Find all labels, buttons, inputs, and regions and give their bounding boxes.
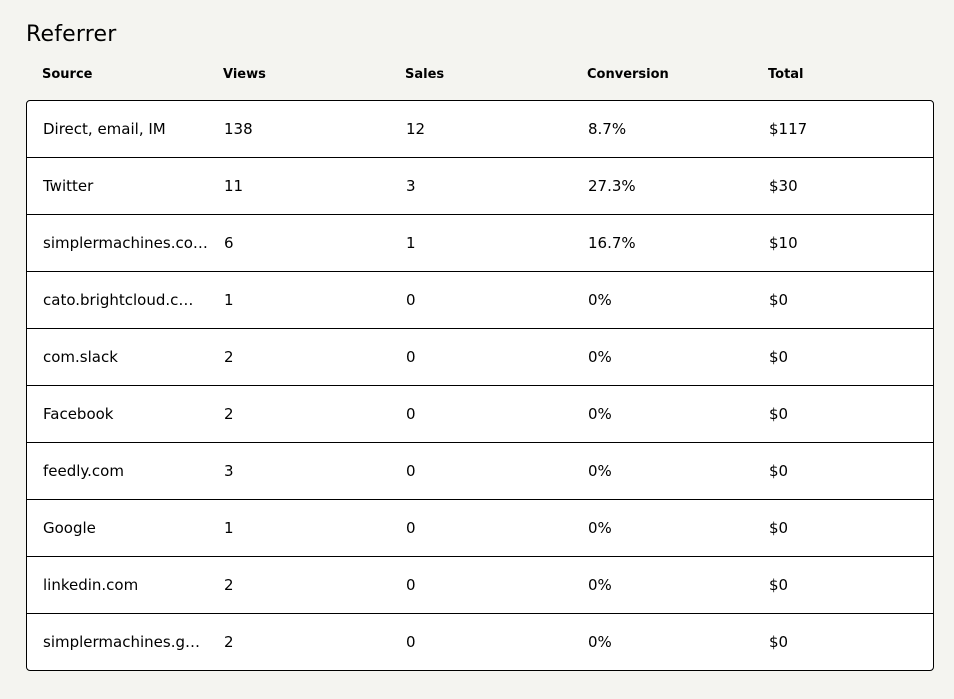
total-cell: $10	[769, 234, 798, 252]
total-cell: $0	[769, 462, 789, 480]
source-cell: Google	[43, 519, 96, 537]
source-cell: Direct, email, IM	[43, 120, 166, 138]
sales-cell: 0	[406, 291, 416, 309]
column-header-total[interactable]: Total	[768, 67, 804, 82]
table-row: Google 1 0 0% $0	[27, 500, 933, 557]
total-cell: $0	[769, 405, 789, 423]
views-cell: 6	[224, 234, 234, 252]
table-row: simplermachines.co… 6 1 16.7% $10	[27, 215, 933, 272]
table-row: simplermachines.g… 2 0 0% $0	[27, 614, 933, 670]
source-cell: simplermachines.co…	[43, 234, 208, 252]
table-header: Source Views Sales Conversion Total	[26, 64, 934, 86]
views-cell: 2	[224, 405, 234, 423]
source-cell: feedly.com	[43, 462, 124, 480]
conversion-cell: 0%	[588, 576, 612, 594]
conversion-cell: 0%	[588, 405, 612, 423]
total-cell: $0	[769, 576, 789, 594]
source-cell: simplermachines.g…	[43, 633, 200, 651]
total-cell: $117	[769, 120, 808, 138]
source-cell: linkedin.com	[43, 576, 139, 594]
column-header-views[interactable]: Views	[223, 67, 266, 82]
table-row: Direct, email, IM 138 12 8.7% $117	[27, 101, 933, 158]
sales-cell: 0	[406, 519, 416, 537]
views-cell: 2	[224, 576, 234, 594]
section-title: Referrer	[26, 22, 117, 47]
conversion-cell: 0%	[588, 519, 612, 537]
table-row: Facebook 2 0 0% $0	[27, 386, 933, 443]
sales-cell: 3	[406, 177, 416, 195]
sales-cell: 12	[406, 120, 426, 138]
sales-cell: 0	[406, 462, 416, 480]
total-cell: $0	[769, 348, 789, 366]
source-cell: Twitter	[43, 177, 94, 195]
views-cell: 3	[224, 462, 234, 480]
column-header-conversion[interactable]: Conversion	[587, 67, 669, 82]
table-row: com.slack 2 0 0% $0	[27, 329, 933, 386]
table-row: Twitter 11 3 27.3% $30	[27, 158, 933, 215]
views-cell: 1	[224, 519, 234, 537]
source-cell: Facebook	[43, 405, 114, 423]
total-cell: $30	[769, 177, 798, 195]
sales-cell: 0	[406, 576, 416, 594]
table-row: cato.brightcloud.c… 1 0 0% $0	[27, 272, 933, 329]
column-header-sales[interactable]: Sales	[405, 67, 445, 82]
conversion-cell: 0%	[588, 462, 612, 480]
source-cell: com.slack	[43, 348, 118, 366]
total-cell: $0	[769, 519, 789, 537]
referrer-table: Direct, email, IM 138 12 8.7% $117 Twitt…	[26, 100, 934, 671]
sales-cell: 0	[406, 348, 416, 366]
sales-cell: 0	[406, 633, 416, 651]
conversion-cell: 0%	[588, 633, 612, 651]
total-cell: $0	[769, 633, 789, 651]
source-cell: cato.brightcloud.c…	[43, 291, 194, 309]
sales-cell: 1	[406, 234, 416, 252]
column-header-source[interactable]: Source	[42, 67, 93, 82]
views-cell: 2	[224, 633, 234, 651]
views-cell: 2	[224, 348, 234, 366]
sales-cell: 0	[406, 405, 416, 423]
views-cell: 138	[224, 120, 253, 138]
conversion-cell: 27.3%	[588, 177, 636, 195]
conversion-cell: 0%	[588, 348, 612, 366]
total-cell: $0	[769, 291, 789, 309]
views-cell: 1	[224, 291, 234, 309]
conversion-cell: 8.7%	[588, 120, 627, 138]
conversion-cell: 16.7%	[588, 234, 636, 252]
views-cell: 11	[224, 177, 244, 195]
conversion-cell: 0%	[588, 291, 612, 309]
table-row: linkedin.com 2 0 0% $0	[27, 557, 933, 614]
table-row: feedly.com 3 0 0% $0	[27, 443, 933, 500]
